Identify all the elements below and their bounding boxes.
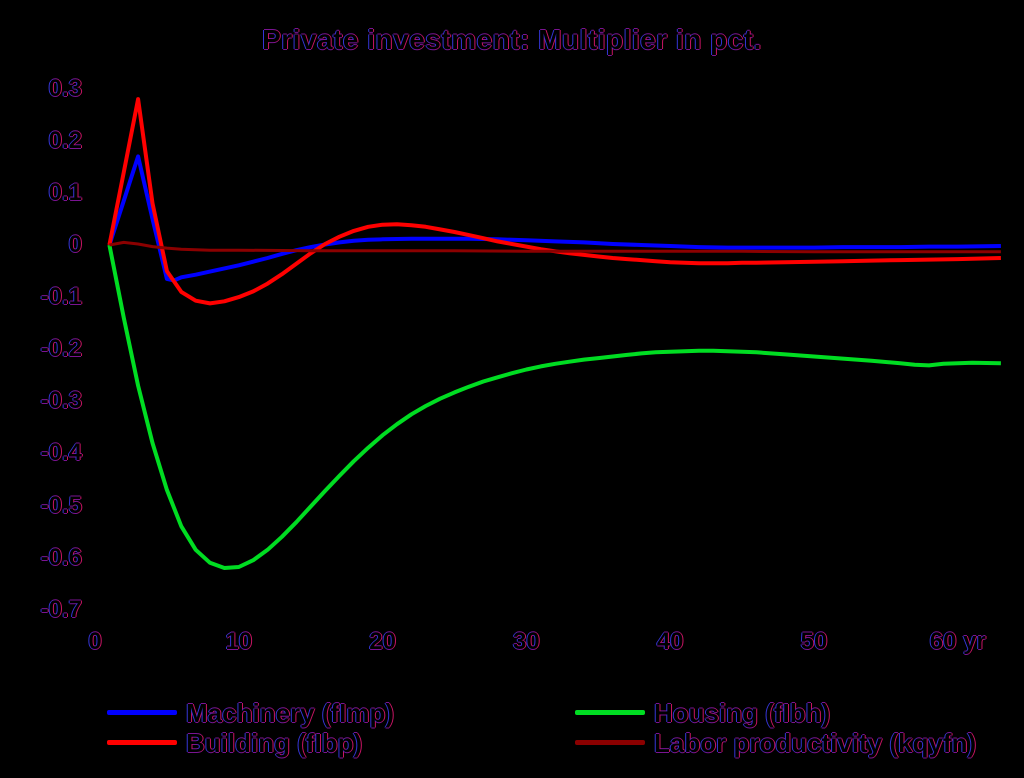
y-tick-label--0.2: -0.2 bbox=[40, 335, 82, 363]
y-tick-label--0.3: -0.3 bbox=[40, 387, 82, 415]
y-tick-label-0.2: 0.2 bbox=[48, 126, 82, 154]
x-tick-label-60: 60 yr bbox=[929, 628, 986, 655]
y-tick-label--0.4: -0.4 bbox=[40, 439, 82, 467]
y-tick-label--0.1: -0.1 bbox=[40, 283, 82, 311]
series-line-building-fibp bbox=[107, 97, 1001, 306]
y-tick-label--0.7: -0.7 bbox=[40, 595, 82, 623]
x-tick-label-0: 0 bbox=[88, 628, 102, 655]
x-tick-label-20: 20 bbox=[369, 628, 396, 655]
x-tick-label-10: 10 bbox=[225, 628, 253, 655]
y-tick-label-0.3: 0.3 bbox=[48, 74, 82, 102]
x-tick-label-50: 50 bbox=[800, 628, 828, 655]
series-line-housing-fibh bbox=[107, 244, 1001, 570]
y-tick-label--0.6: -0.6 bbox=[40, 543, 82, 571]
x-tick-label-40: 40 bbox=[656, 628, 684, 655]
x-tick-label-30: 30 bbox=[513, 628, 540, 655]
y-tick-label-0.1: 0.1 bbox=[48, 178, 82, 206]
y-tick-label-0: 0 bbox=[68, 231, 82, 258]
series-line-machinery-fimp bbox=[107, 154, 1001, 283]
chart-title: Private investment: Multiplier in pct. bbox=[262, 24, 762, 55]
series-line-labor-productivity-kqyfn bbox=[109, 240, 1001, 254]
y-tick-label--0.5: -0.5 bbox=[40, 491, 82, 519]
